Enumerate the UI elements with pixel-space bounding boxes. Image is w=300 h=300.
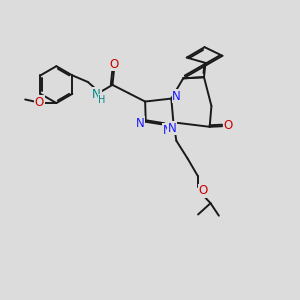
Text: N: N — [172, 90, 181, 103]
Text: H: H — [98, 95, 106, 105]
Text: N: N — [167, 122, 176, 135]
Text: O: O — [110, 58, 119, 70]
Text: O: O — [35, 96, 44, 109]
Text: O: O — [199, 184, 208, 197]
Text: N: N — [135, 117, 144, 130]
Text: N: N — [163, 124, 172, 136]
Text: O: O — [224, 119, 233, 132]
Text: N: N — [92, 88, 101, 101]
